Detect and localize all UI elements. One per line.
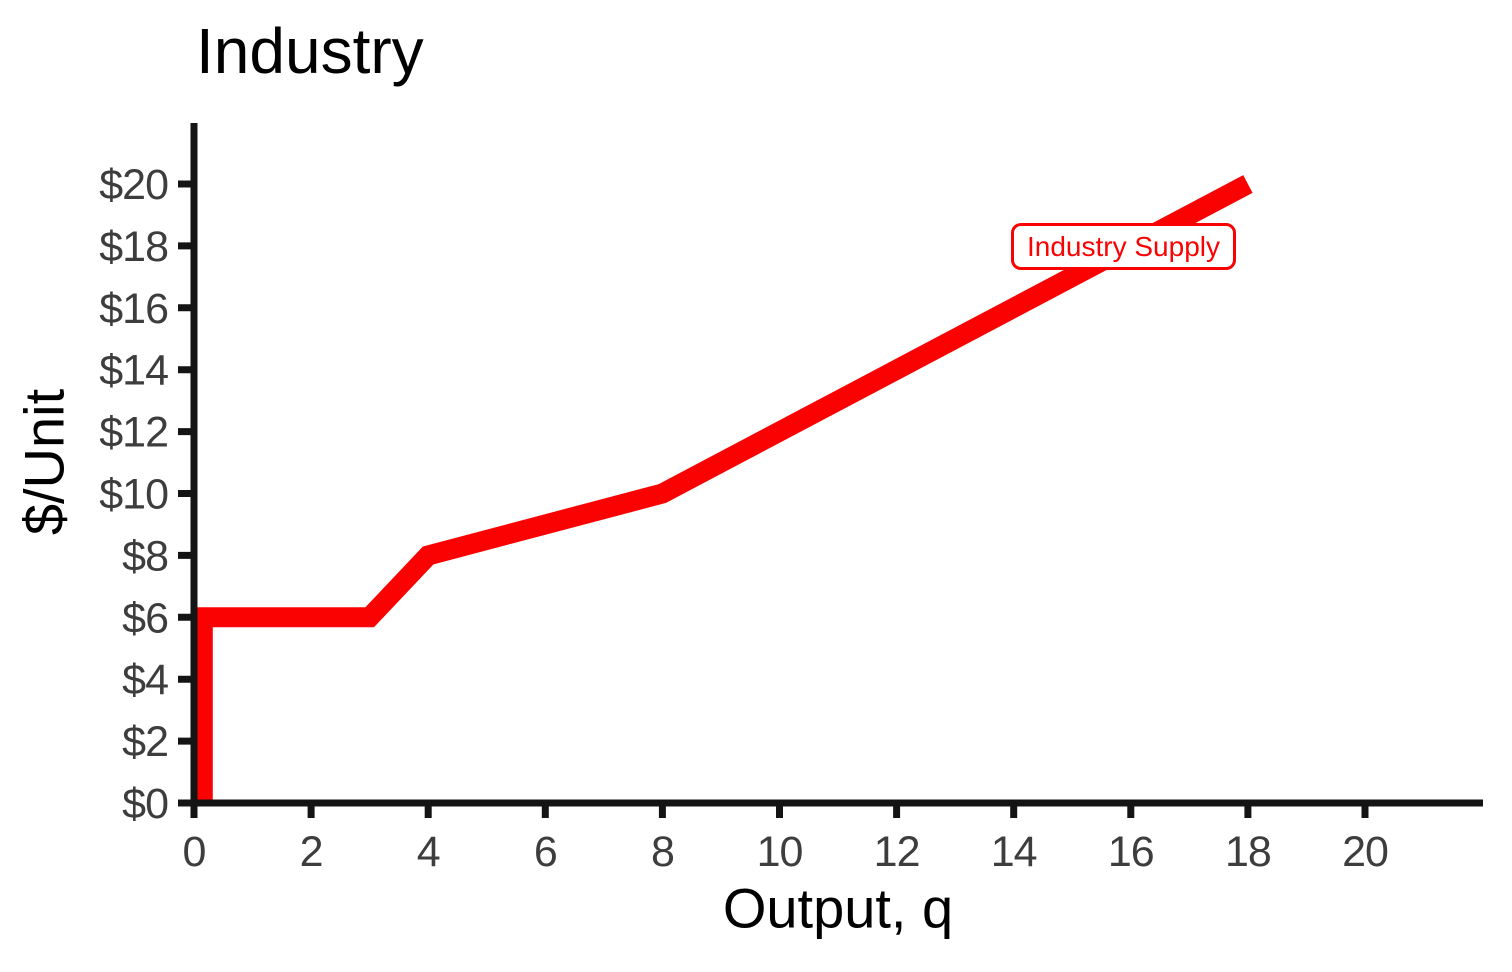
y-tick-label: $16 [99, 285, 168, 333]
x-axis-label: Output, q [722, 876, 954, 940]
y-tick-label: $2 [122, 718, 168, 766]
y-tick-label: $12 [99, 409, 168, 457]
x-tick-label: 20 [1342, 828, 1388, 876]
x-tick-label: 16 [1108, 828, 1154, 876]
y-tick-label: $4 [122, 656, 168, 704]
y-tick-label: $10 [99, 471, 168, 519]
x-tick-label: 14 [991, 828, 1037, 876]
x-tick-label: 8 [651, 828, 674, 876]
y-tick-label: $18 [99, 223, 168, 271]
x-tick-label: 4 [417, 828, 440, 876]
x-tick-label: 18 [1225, 828, 1271, 876]
x-tick-label: 10 [757, 828, 803, 876]
x-tick-label: 12 [874, 828, 920, 876]
x-tick-label: 6 [534, 828, 557, 876]
chart-title: Industry [196, 15, 424, 87]
series-label-industry-supply: Industry Supply [1011, 223, 1236, 270]
y-tick-label: $0 [122, 780, 168, 828]
x-tick-label: 2 [300, 828, 323, 876]
y-tick-label: $14 [99, 347, 168, 395]
y-tick-label: $6 [122, 594, 168, 642]
y-tick-label: $20 [99, 161, 168, 209]
x-tick-label: 0 [183, 828, 206, 876]
industry-supply-curve [192, 175, 1253, 803]
y-tick-label: $8 [122, 532, 168, 580]
